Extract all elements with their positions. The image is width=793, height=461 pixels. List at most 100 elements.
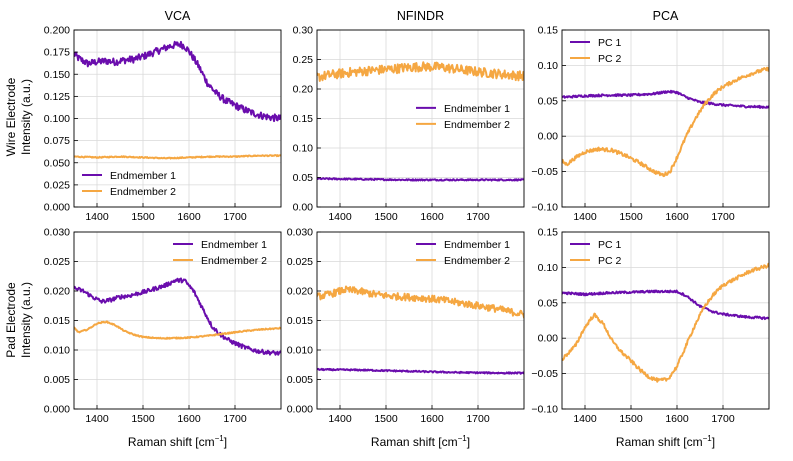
series-line-endmember-2 [74,154,281,160]
y-tick-label: 0.15 [538,227,559,239]
y-tick-label: 0.005 [287,374,313,386]
row-label-wire: Wire Electrode Intensity (a.u.) [4,77,33,156]
y-tick-label: 0.100 [44,113,70,125]
y-tick-label: −0.05 [531,166,558,178]
x-tick-label: 1400 [328,413,352,425]
x-axis-label-pca: Raman shift [cm−1] [616,434,715,449]
series-line-pc-2 [562,66,769,178]
series-line-endmember-2 [74,320,281,340]
column-title-pca: PCA [653,9,679,23]
legend: PC 1 PC 2 [570,37,622,65]
x-tick-label: 1700 [711,413,735,425]
y-tick-label: 0.030 [287,227,313,239]
y-tick-label: 0.05 [538,297,559,309]
x-tick-label: 1500 [619,211,643,223]
y-tick-label: −0.10 [531,202,558,214]
x-tick-label: 1500 [374,211,398,223]
y-tick-label: −0.05 [531,368,558,380]
y-tick-label: 0.30 [293,25,314,37]
y-tick-label: 0.10 [538,60,559,72]
panel-wire-vca: 1400 1500 1600 1700 0.000 0.025 0.050 0.075 0.10… [44,25,282,223]
y-tick-label: 0.025 [44,256,70,268]
legend: Endmember 1 Endmember 2 [416,239,510,267]
x-tick-label: 1500 [619,413,643,425]
x-tick-label: 1500 [131,413,155,425]
x-tick-label: 1700 [466,211,490,223]
x-tick-label: 1600 [665,413,689,425]
row-label-pad: Pad Electrode Intensity (a.u.) [4,282,33,358]
legend-label-pc-1: PC 1 [598,239,622,251]
y-tick-label: 0.00 [538,131,559,143]
y-tick-label: 0.025 [44,179,70,191]
y-tick-label: 0.125 [44,91,70,103]
legend-label-endmember-1: Endmember 1 [444,239,510,251]
y-tick-label: 0.075 [44,135,70,147]
legend-label-endmember-2: Endmember 2 [110,186,176,198]
x-tick-label: 1400 [573,211,597,223]
row-label-wire-line2: Intensity (a.u.) [19,79,33,155]
gridlines [562,231,769,410]
x-tick-label: 1600 [420,413,444,425]
series-line-pc-2 [562,262,769,383]
series-line-endmember-1 [74,40,281,123]
row-label-pad-line2: Intensity (a.u.) [19,282,33,358]
legend-label-pc-2: PC 2 [598,255,622,267]
y-tick-label: 0.010 [44,345,70,357]
legend-label-endmember-2: Endmember 2 [444,255,510,267]
panel-wire-nfindr: 1400 1500 1600 1700 0.00 0.05 0.10 0.15 0.20 0.25… [293,25,525,223]
y-tick-label: 0.10 [538,262,559,274]
panel-pad-vca: 1400 1500 1600 1700 0.000 0.005 0.010 0.015 0.02… [44,227,282,425]
y-tick-label: 0.175 [44,47,70,59]
x-tick-label: 1500 [374,413,398,425]
y-tick-label: 0.150 [44,69,70,81]
y-tick-label: 0.020 [44,286,70,298]
x-tick-label: 1600 [177,211,201,223]
y-tick-label: 0.05 [538,95,559,107]
y-tick-label: 0.015 [287,315,313,327]
y-tick-label: 0.15 [538,25,559,37]
row-label-pad-line1: Pad Electrode [4,282,18,358]
legend: Endmember 1 Endmember 2 [82,170,176,198]
series-line-endmember-2 [317,61,524,82]
plot-frame [561,29,770,208]
x-tick-label: 1600 [177,413,201,425]
x-tick-label: 1500 [131,211,155,223]
y-tick-label: 0.000 [44,202,70,214]
legend-label-endmember-1: Endmember 1 [110,170,176,182]
column-title-nfindr: NFINDR [397,9,444,23]
y-tick-label: 0.025 [287,256,313,268]
x-tick-label: 1600 [665,211,689,223]
x-tick-label: 1700 [466,413,490,425]
y-tick-label: 0.000 [44,404,70,416]
y-tick-label: 0.005 [44,374,70,386]
y-tick-label: 0.00 [538,333,559,345]
series-line-endmember-1 [317,177,524,182]
legend-label-pc-1: PC 1 [598,37,622,49]
y-tick-label: −0.10 [531,404,558,416]
x-tick-label: 1400 [85,211,109,223]
series-line-endmember-1 [317,367,524,375]
row-label-wire-line1: Wire Electrode [4,77,18,156]
legend-label-endmember-2: Endmember 2 [444,119,510,131]
series-line-endmember-2 [317,285,524,319]
legend: PC 1 PC 2 [570,239,622,267]
y-tick-label: 0.10 [293,143,314,155]
legend-label-endmember-1: Endmember 1 [444,103,510,115]
x-tick-label: 1400 [328,211,352,223]
series-line-endmember-1 [74,277,281,356]
y-tick-label: 0.200 [44,25,70,37]
x-tick-label: 1700 [223,211,247,223]
y-tick-label: 0.15 [293,113,314,125]
gridlines [74,29,281,208]
panel-wire-pca: 1400 1500 1600 1700 −0.10 −0.05 0.00 0.05 0.10 0.… [531,25,770,223]
x-tick-label: 1600 [420,211,444,223]
y-tick-label: 0.000 [287,404,313,416]
y-tick-label: 0.010 [287,345,313,357]
panel-pad-nfindr: 1400 1500 1600 1700 0.000 0.005 0.010 0.015 0.02… [287,227,525,425]
legend: Endmember 1 Endmember 2 [416,103,510,131]
series-line-pc-1 [562,89,769,109]
gridlines [562,29,769,208]
legend-label-endmember-1: Endmember 1 [201,239,267,251]
y-tick-label: 0.20 [293,84,314,96]
